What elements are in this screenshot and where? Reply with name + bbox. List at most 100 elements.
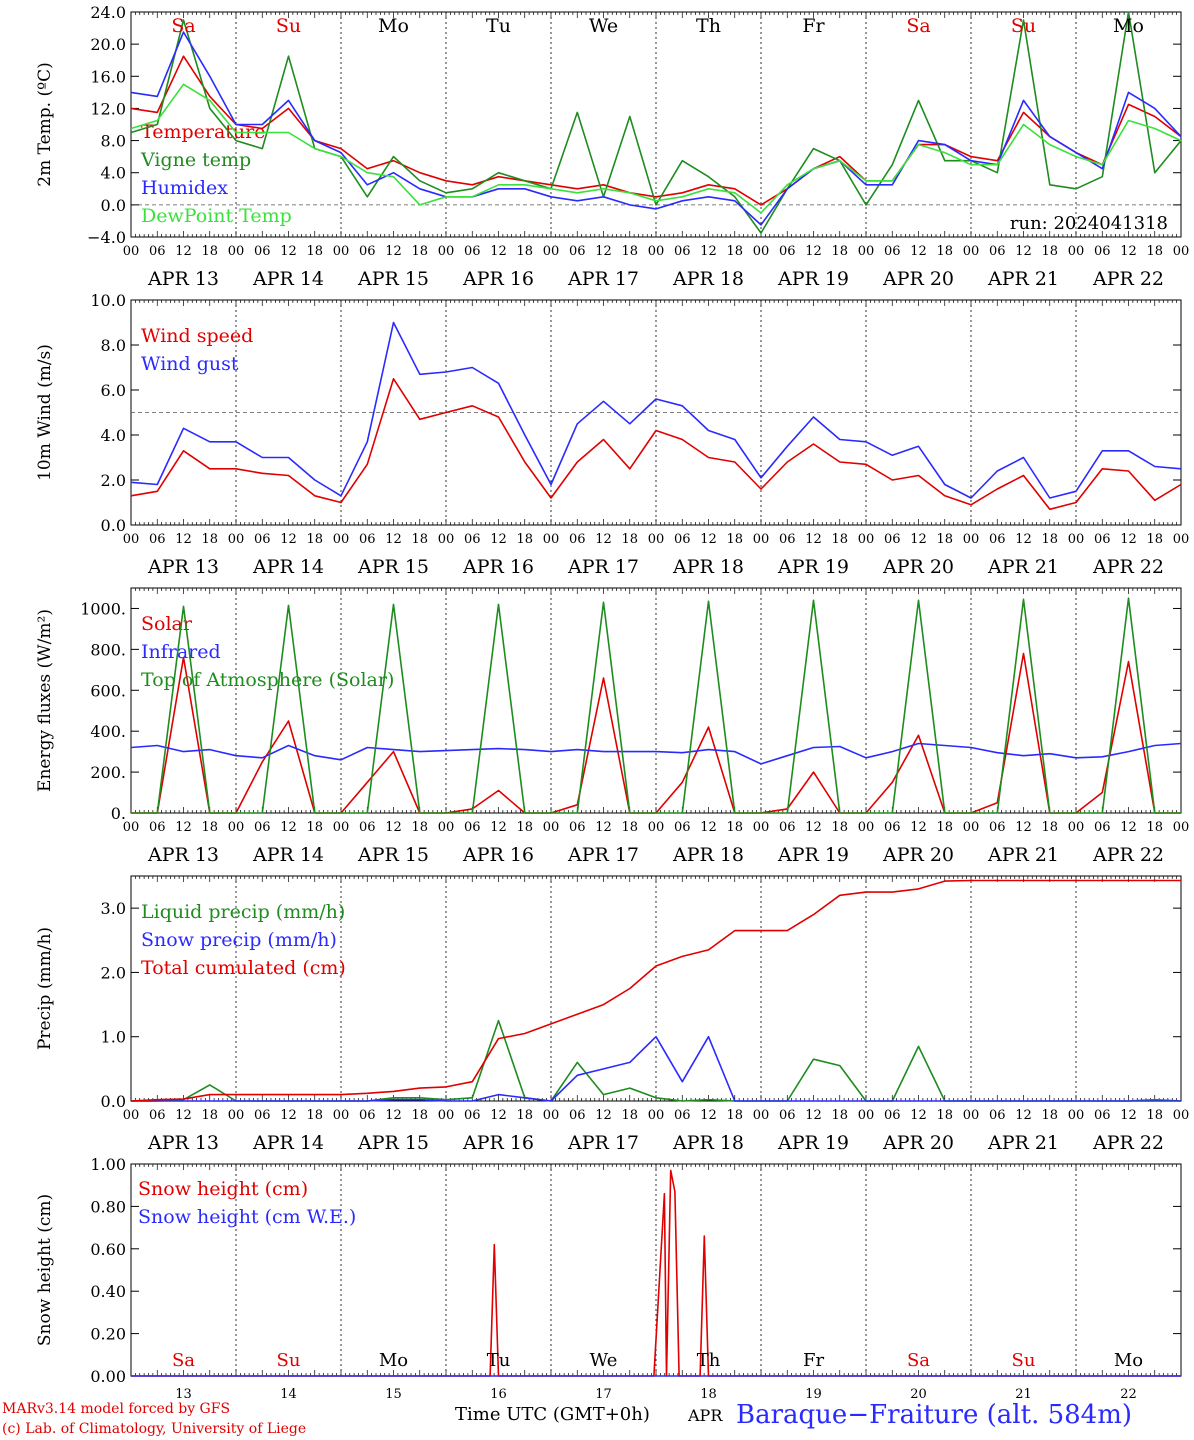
y-tick-label: 0.20 (90, 1325, 126, 1344)
day-label: APR 18 (672, 556, 744, 578)
hour-label: 06 (884, 244, 901, 259)
hour-label: 18 (726, 532, 743, 547)
y-tick-label: 0.80 (90, 1197, 126, 1216)
hour-label: 12 (280, 244, 297, 259)
hour-label: 00 (648, 532, 665, 547)
hour-label: 00 (1068, 244, 1085, 259)
day-label: APR 22 (1092, 556, 1164, 578)
hour-label: 06 (569, 1108, 586, 1123)
hour-label: 18 (621, 820, 638, 835)
hour-label: 00 (543, 244, 560, 259)
hour-label: 00 (963, 820, 980, 835)
hour-label: 00 (438, 532, 455, 547)
day-number: 14 (280, 1387, 297, 1402)
weekday-label: Th (696, 15, 721, 37)
hour-label: 12 (910, 820, 927, 835)
lab-credit: (c) Lab. of Climatology, University of L… (2, 1421, 307, 1437)
y-tick-label: 1.00 (90, 1155, 126, 1174)
hour-label: 00 (858, 532, 875, 547)
legend-entry: DewPoint Temp (141, 205, 292, 227)
hour-label: 12 (490, 244, 507, 259)
hour-label: 12 (175, 532, 192, 547)
hour-label: 06 (989, 1108, 1006, 1123)
hour-label: 18 (621, 532, 638, 547)
hour-label: 12 (595, 820, 612, 835)
y-tick-label: 12.0 (90, 99, 126, 118)
hour-label: 12 (595, 1108, 612, 1123)
station-name: Baraque−Fraiture (alt. 584m) (736, 1400, 1133, 1430)
hour-label: 18 (936, 244, 953, 259)
y-axis-label: Precip (mm/h) (35, 927, 55, 1050)
legend-entry: Infrared (141, 641, 221, 663)
hour-label: 00 (543, 820, 560, 835)
y-tick-label: 1.0 (101, 1028, 126, 1047)
hour-label: 18 (306, 820, 323, 835)
hour-label: 00 (858, 820, 875, 835)
hour-label: 00 (1068, 1108, 1085, 1123)
hour-label: 06 (149, 820, 166, 835)
hour-label: 00 (543, 1108, 560, 1123)
hour-label: 18 (306, 1108, 323, 1123)
hour-label: 06 (1094, 532, 1111, 547)
hour-label: 06 (464, 820, 481, 835)
y-tick-label: 24.0 (90, 3, 126, 22)
day-number: 20 (910, 1387, 927, 1402)
day-label: APR 13 (147, 844, 219, 866)
hour-label: 06 (989, 820, 1006, 835)
hour-label: 12 (700, 1108, 717, 1123)
hour-label: 06 (359, 244, 376, 259)
hour-label: 00 (438, 820, 455, 835)
day-label: APR 14 (252, 1132, 324, 1154)
day-label: APR 22 (1092, 844, 1164, 866)
day-label: APR 13 (147, 268, 219, 290)
hour-label: 18 (516, 532, 533, 547)
hour-label: 06 (149, 244, 166, 259)
hour-label: 12 (595, 244, 612, 259)
hour-label: 18 (411, 820, 428, 835)
hour-label: 00 (753, 1108, 770, 1123)
hour-label: 12 (910, 1108, 927, 1123)
hour-label: 00 (123, 532, 140, 547)
day-label: APR 20 (882, 268, 954, 290)
hour-label: 06 (149, 1108, 166, 1123)
hour-label: 18 (1041, 532, 1058, 547)
y-tick-label: 400. (90, 722, 126, 741)
day-label: APR 22 (1092, 268, 1164, 290)
hour-label: 12 (1120, 820, 1137, 835)
hour-label: 12 (385, 532, 402, 547)
hour-label: 06 (254, 532, 271, 547)
day-number: 16 (490, 1387, 507, 1402)
hour-label: 12 (805, 820, 822, 835)
hour-label: 00 (1173, 1108, 1190, 1123)
y-tick-label: 2.0 (101, 963, 126, 982)
day-label: APR 19 (777, 844, 849, 866)
hour-label: 00 (1068, 532, 1085, 547)
hour-label: 06 (1094, 244, 1111, 259)
hour-label: 06 (884, 1108, 901, 1123)
hour-label: 00 (753, 532, 770, 547)
day-label: APR 18 (672, 268, 744, 290)
weekday-label: Mo (1114, 1350, 1143, 1371)
weekday-label: Su (276, 15, 301, 37)
y-tick-label: 16.0 (90, 67, 126, 86)
legend-entry: Liquid precip (mm/h) (141, 901, 345, 923)
y-tick-label: 0.00 (90, 1367, 126, 1386)
hour-label: 00 (123, 244, 140, 259)
weekday-label: Mo (379, 1350, 408, 1371)
day-number: 18 (700, 1387, 717, 1402)
weekday-label: Fr (803, 1350, 824, 1371)
day-label: APR 20 (882, 1132, 954, 1154)
hour-label: 06 (779, 1108, 796, 1123)
day-label: APR 18 (672, 1132, 744, 1154)
hour-label: 06 (254, 820, 271, 835)
hour-label: 18 (201, 820, 218, 835)
legend-entry: Wind speed (141, 325, 253, 347)
x-axis-month: APR (688, 1406, 723, 1425)
hour-label: 18 (726, 820, 743, 835)
hour-label: 00 (228, 820, 245, 835)
hour-label: 12 (1015, 532, 1032, 547)
weekday-label: Mo (378, 15, 409, 37)
day-label: APR 21 (987, 1132, 1059, 1154)
series-line (130, 11, 1182, 234)
